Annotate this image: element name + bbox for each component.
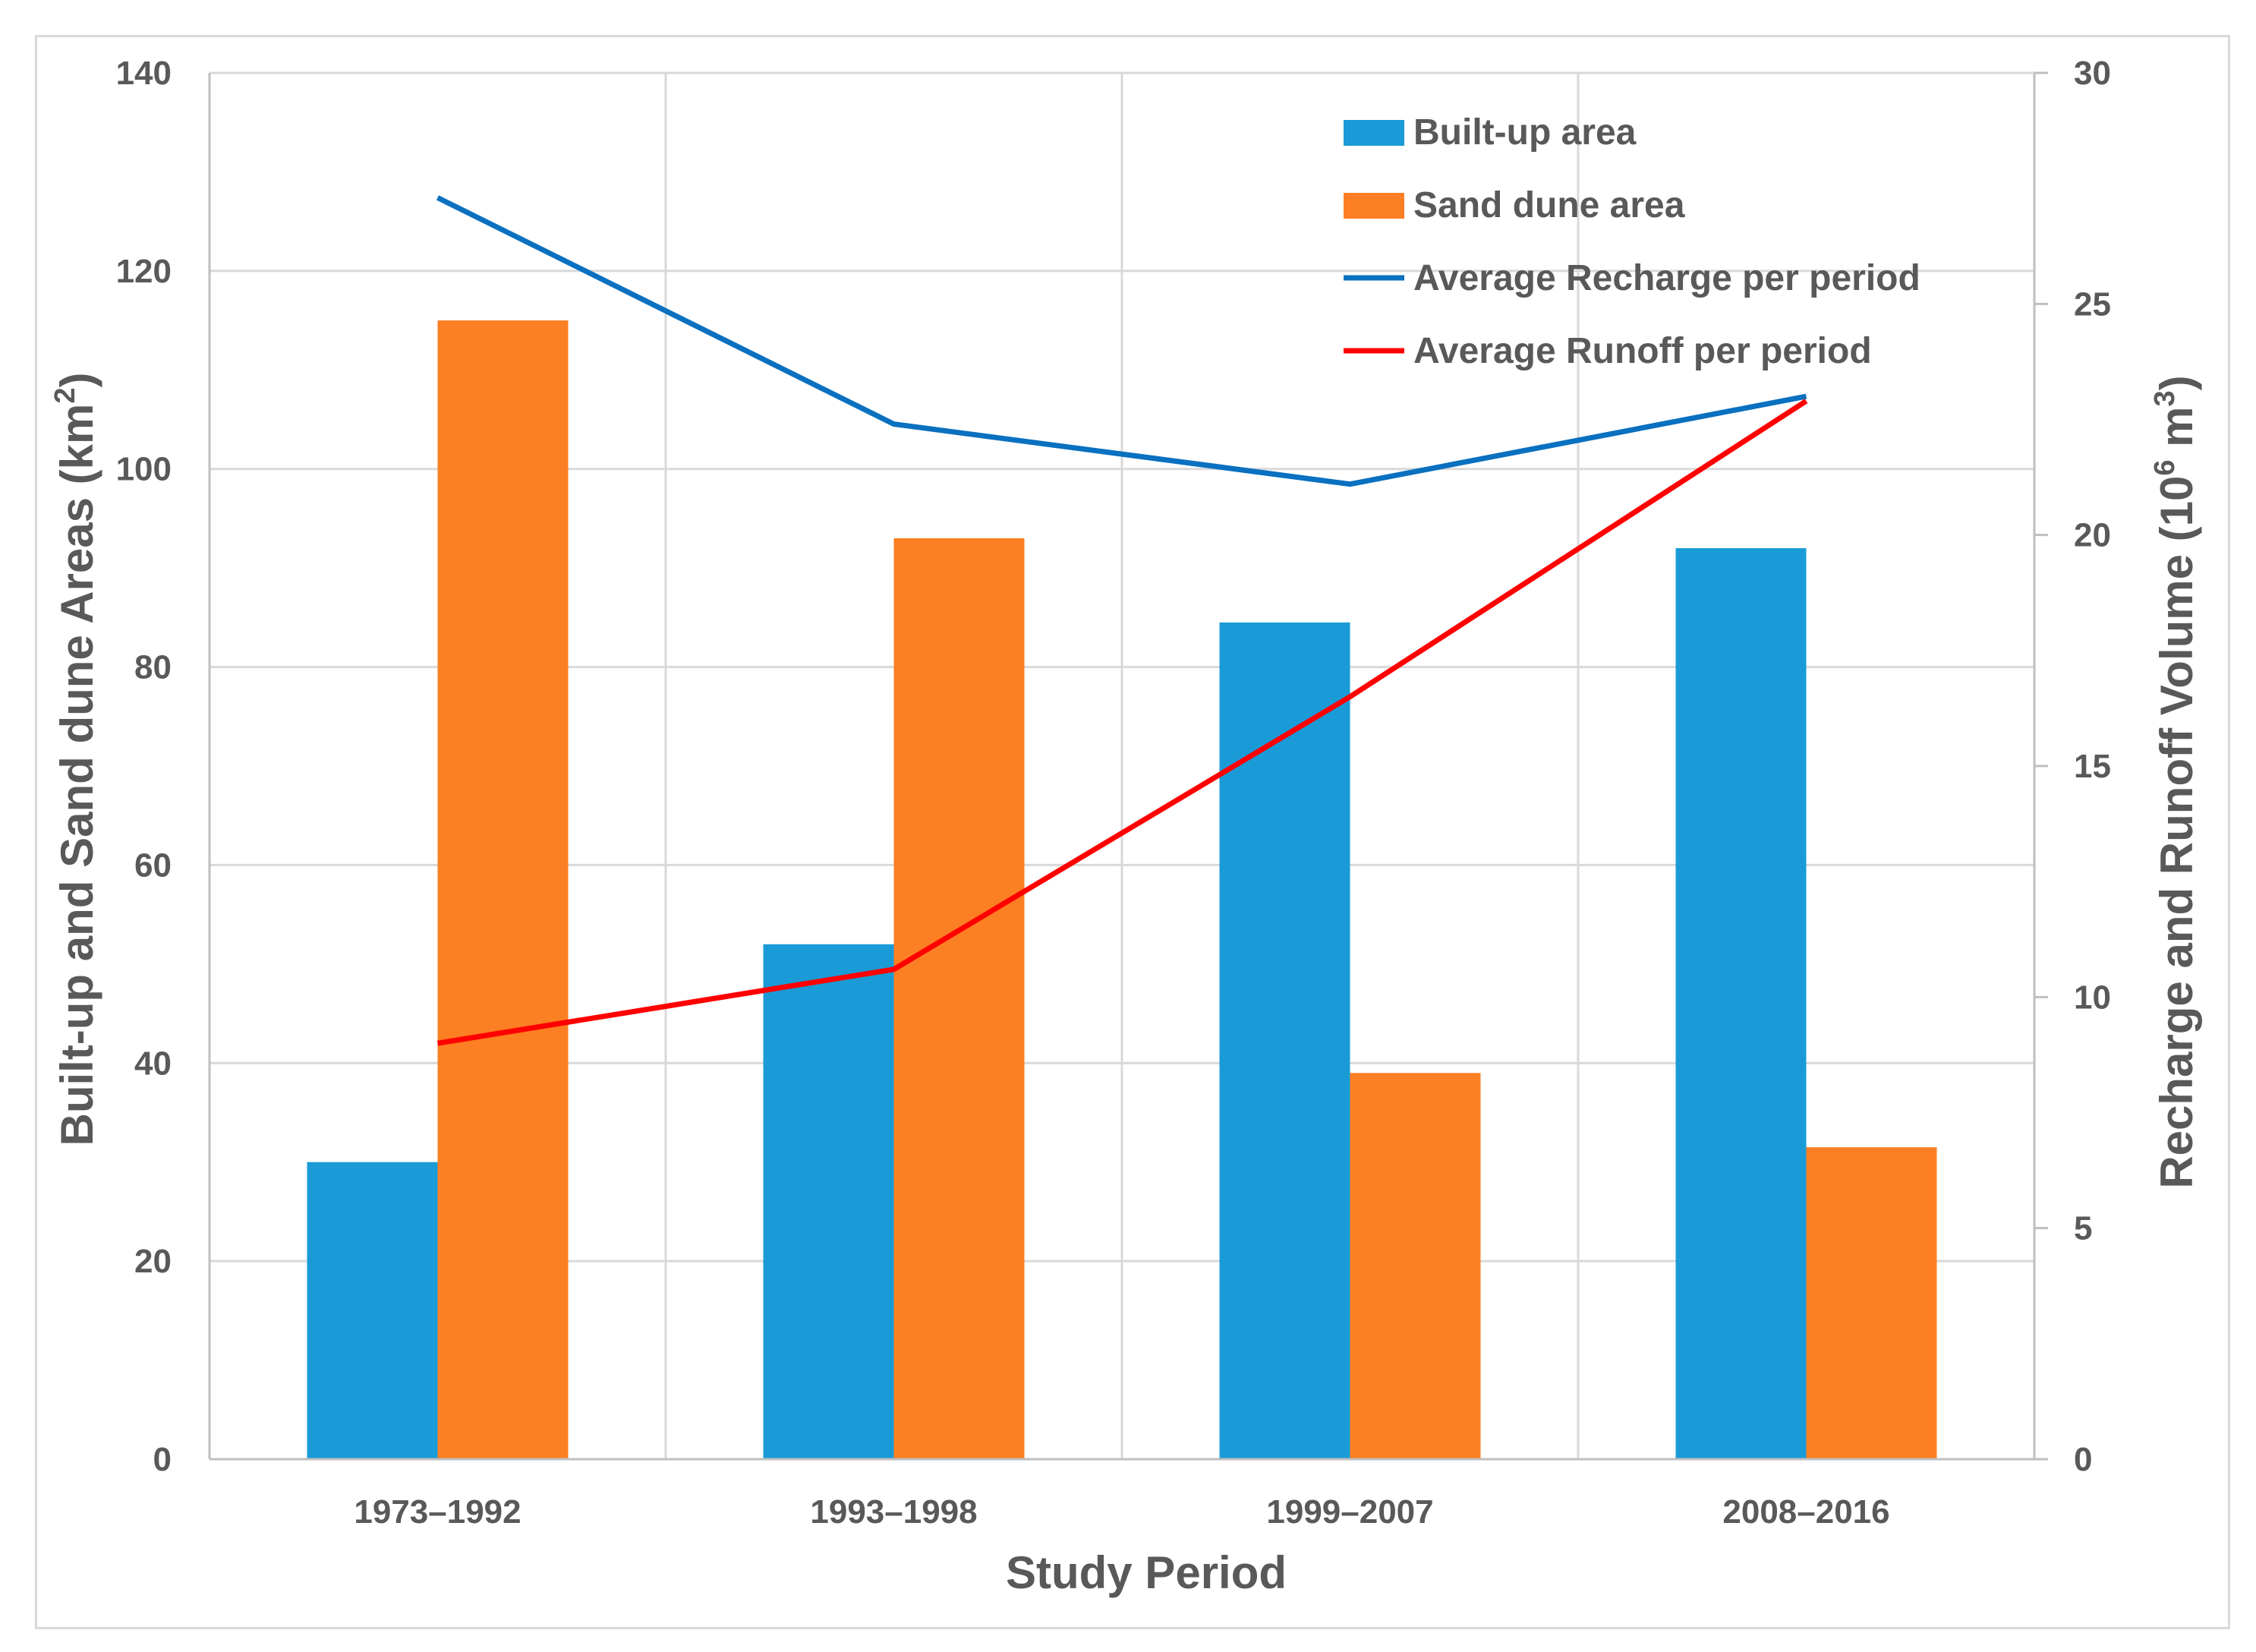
line-average-runoff-per-period	[436, 399, 1808, 1046]
y-axis-title-end: )	[52, 373, 102, 388]
y2-tick-label-1: 5	[2074, 1210, 2092, 1247]
y2-tick-label-0: 0	[2074, 1441, 2092, 1478]
y-tick-label-7: 140	[116, 55, 172, 92]
y2-axis-title-end: )	[2151, 375, 2202, 390]
series-lines	[436, 195, 1808, 1046]
y-axis-title-main: Built-up and Sand dune Areas (km	[52, 404, 102, 1146]
bar-sand-dune-area-0	[437, 320, 569, 1460]
y-tick-label-0: 0	[153, 1441, 172, 1478]
x-tick-label-0: 1973–1992	[354, 1493, 521, 1531]
bar-sand-dune-area-2	[1350, 1073, 1481, 1459]
x-axis-ticks: 1973–1992 1993–1998 1999–2007 2008–2016	[354, 1493, 1889, 1531]
bar-sand-dune-area-3	[1806, 1147, 1937, 1459]
x-tick-label-1: 1993–1998	[810, 1493, 977, 1531]
y-tick-label-5: 100	[116, 451, 172, 488]
legend-label-built-up: Built-up area	[1413, 112, 1637, 153]
y2-tick-label-3: 15	[2074, 748, 2111, 785]
legend: Built-up area Sand dune area Average Rec…	[1344, 112, 1920, 371]
y-axis-title: Built-up and Sand dune Areas (km2)	[49, 373, 102, 1146]
bars	[307, 320, 1937, 1460]
legend-label-runoff: Average Runoff per period	[1413, 331, 1872, 371]
axes	[208, 71, 2048, 1461]
bar-built-up-area-0	[307, 1162, 438, 1459]
bar-built-up-area-2	[1219, 622, 1350, 1459]
y-tick-label-3: 60	[134, 846, 172, 884]
y2-axis-ticks: 0 5 10 15 20 25 30	[2074, 55, 2111, 1478]
x-axis-title: Study Period	[1006, 1547, 1287, 1598]
legend-label-recharge: Average Recharge per period	[1413, 258, 1920, 298]
legend-label-sand-dune: Sand dune area	[1413, 185, 1685, 225]
y2-axis-title-sup: 6	[2149, 459, 2181, 475]
y2-tick-label-2: 10	[2074, 979, 2111, 1016]
legend-swatch-sand-dune	[1344, 193, 1404, 219]
y-tick-label-1: 20	[134, 1243, 172, 1280]
bar-built-up-area-3	[1675, 548, 1807, 1459]
y2-axis-title-sup2: 3	[2149, 390, 2181, 406]
y-tick-label-4: 80	[134, 649, 172, 686]
y2-axis-title-mid: m	[2151, 406, 2202, 459]
x-tick-label-3: 2008–2016	[1722, 1493, 1889, 1531]
y2-tick-label-5: 25	[2074, 285, 2111, 323]
y-axis-title-sup: 2	[49, 387, 81, 403]
y2-tick-label-4: 20	[2074, 517, 2111, 554]
y-tick-label-6: 120	[116, 253, 172, 290]
line-average-recharge-per-period	[436, 195, 1807, 487]
y-axis-ticks: 0 20 40 60 80 100 120 140	[116, 55, 172, 1478]
bar-built-up-area-1	[763, 944, 894, 1459]
x-tick-label-2: 1999–2007	[1266, 1493, 1433, 1531]
y2-tick-label-6: 30	[2074, 55, 2111, 92]
y2-axis-title: Recharge and Runoff Volume (106 m3)	[2149, 375, 2202, 1188]
y2-axis-title-main: Recharge and Runoff Volume (10	[2151, 476, 2202, 1189]
legend-swatch-built-up	[1344, 120, 1404, 146]
y-tick-label-2: 40	[134, 1045, 172, 1082]
bar-sand-dune-area-1	[893, 538, 1025, 1459]
